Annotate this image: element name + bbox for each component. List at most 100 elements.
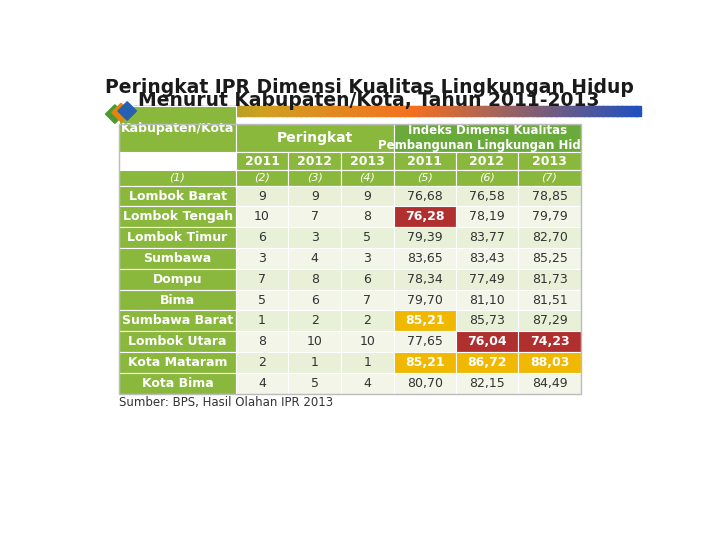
Text: 83,65: 83,65	[407, 252, 443, 265]
Bar	[259, 106, 261, 116]
Bar	[179, 106, 180, 116]
Bar	[394, 289, 456, 310]
Bar	[394, 310, 456, 331]
Text: 83,77: 83,77	[469, 231, 505, 244]
Bar	[145, 106, 147, 116]
Bar	[518, 170, 581, 186]
Bar	[515, 106, 516, 116]
Bar	[372, 106, 373, 116]
Bar	[414, 106, 416, 116]
Bar	[452, 106, 454, 116]
Text: Sumber: BPS, Hasil Olahan IPR 2013: Sumber: BPS, Hasil Olahan IPR 2013	[120, 396, 333, 409]
Bar	[455, 106, 456, 116]
Bar	[518, 106, 520, 116]
Bar	[222, 106, 223, 116]
Bar	[531, 106, 533, 116]
Bar	[139, 106, 140, 116]
Bar	[334, 106, 336, 116]
Bar	[456, 352, 518, 373]
Bar	[357, 106, 359, 116]
Bar	[332, 106, 333, 116]
Text: 80,70: 80,70	[407, 377, 443, 390]
Text: 9: 9	[311, 190, 319, 202]
Text: 78,85: 78,85	[531, 190, 567, 202]
Bar	[261, 106, 263, 116]
Bar	[610, 106, 611, 116]
Bar	[289, 269, 341, 289]
Bar	[467, 106, 468, 116]
Bar	[462, 106, 463, 116]
Bar	[289, 186, 341, 206]
Bar	[522, 106, 524, 116]
Bar	[442, 106, 444, 116]
Bar	[488, 106, 490, 116]
Bar	[372, 106, 374, 116]
Bar	[460, 106, 462, 116]
Bar	[462, 106, 464, 116]
Bar	[319, 106, 321, 116]
Bar	[425, 106, 426, 116]
Text: 77,49: 77,49	[469, 273, 505, 286]
Text: 8: 8	[258, 335, 266, 348]
Bar	[537, 106, 539, 116]
Bar	[548, 106, 549, 116]
Bar	[350, 106, 351, 116]
Bar	[132, 106, 135, 116]
Bar	[194, 106, 195, 116]
Bar	[235, 170, 289, 186]
Bar	[390, 106, 392, 116]
Bar	[249, 106, 251, 116]
Bar	[440, 106, 441, 116]
Bar	[235, 331, 289, 352]
Bar	[518, 186, 581, 206]
Bar	[409, 106, 411, 116]
Text: 79,79: 79,79	[531, 211, 567, 224]
Bar	[166, 106, 167, 116]
Bar	[289, 106, 290, 116]
Text: 81,10: 81,10	[469, 294, 505, 307]
Bar	[611, 106, 613, 116]
Text: (3): (3)	[307, 173, 323, 183]
Bar	[605, 106, 606, 116]
Bar	[394, 170, 456, 186]
Bar	[607, 106, 609, 116]
Bar	[520, 106, 521, 116]
Bar	[235, 352, 289, 373]
Bar	[365, 106, 366, 116]
Bar	[437, 106, 439, 116]
Bar	[346, 106, 348, 116]
Bar	[235, 152, 289, 170]
Bar	[235, 269, 289, 289]
Bar	[464, 106, 466, 116]
Bar	[297, 106, 298, 116]
Text: 81,51: 81,51	[531, 294, 567, 307]
Bar	[400, 106, 402, 116]
Text: 77,65: 77,65	[407, 335, 443, 348]
Bar	[341, 206, 394, 227]
Bar	[240, 106, 242, 116]
Bar	[252, 106, 253, 116]
Text: 1: 1	[364, 356, 372, 369]
Bar	[251, 106, 252, 116]
Bar	[384, 106, 385, 116]
Bar	[199, 106, 200, 116]
Bar	[182, 106, 184, 116]
Bar	[540, 106, 541, 116]
Bar	[195, 106, 197, 116]
Bar	[352, 106, 354, 116]
Bar	[292, 106, 294, 116]
Bar	[302, 106, 303, 116]
Bar	[536, 106, 538, 116]
Text: 79,39: 79,39	[407, 231, 443, 244]
Bar	[602, 106, 604, 116]
Bar	[505, 106, 506, 116]
Bar	[634, 106, 636, 116]
Bar	[535, 106, 536, 116]
Text: 5: 5	[311, 377, 319, 390]
Bar	[310, 106, 312, 116]
Bar	[200, 106, 202, 116]
Bar	[235, 310, 289, 331]
Bar	[136, 106, 138, 116]
Text: 83,43: 83,43	[469, 252, 505, 265]
Bar	[215, 106, 217, 116]
